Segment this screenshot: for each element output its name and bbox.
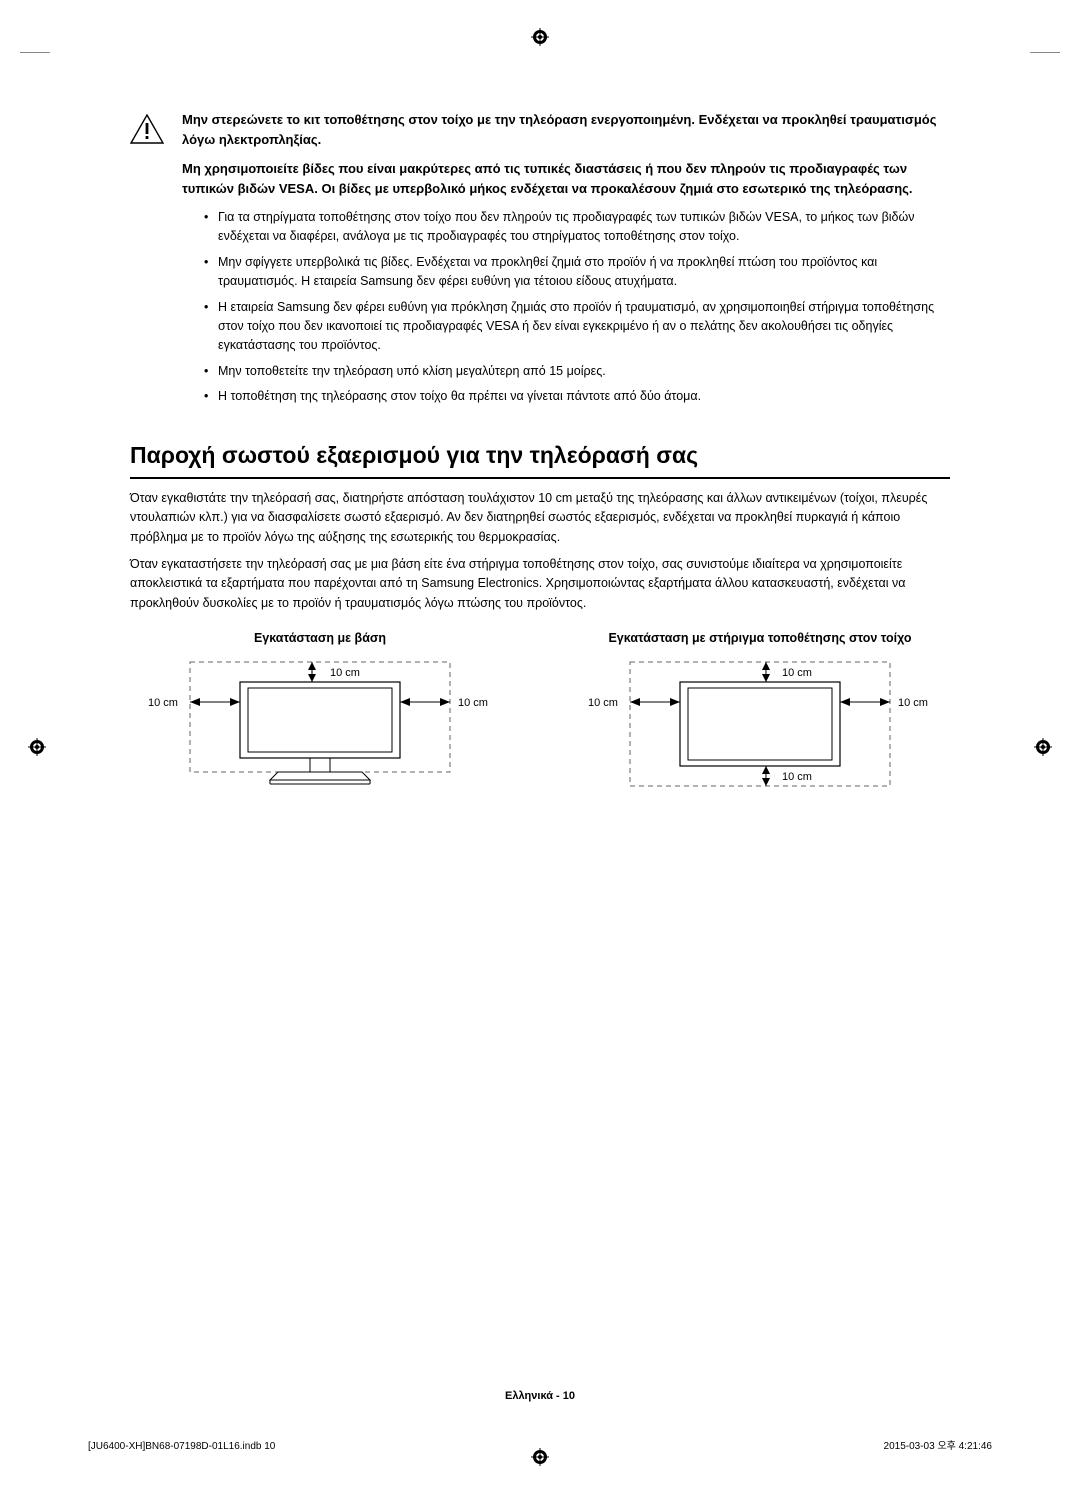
page-number: Ελληνικά - 10 [0, 1388, 1080, 1405]
tick-mark [1030, 52, 1060, 53]
bullet-item: Η τοποθέτηση της τηλεόρασης στον τοίχο θ… [204, 387, 950, 406]
page-content: Μην στερεώνετε το κιτ τοποθέτησης στον τ… [130, 110, 950, 809]
diagram-stand: Εγκατάσταση με βάση 10 cm [130, 629, 510, 809]
footer-timestamp: 2015-03-03 오후 4:21:46 [884, 1439, 992, 1454]
body-paragraph-2: Όταν εγκαταστήσετε την τηλεόρασή σας με … [130, 555, 950, 613]
body-paragraph-1: Όταν εγκαθιστάτε την τηλεόρασή σας, διατ… [130, 489, 950, 547]
footer-meta: [JU6400-XH]BN68-07198D-01L16.indb 10 201… [88, 1439, 992, 1454]
crop-mark-right [1034, 738, 1052, 756]
crop-mark-top [531, 28, 549, 46]
caution-icon [130, 114, 164, 424]
diagram-wall: Εγκατάσταση με στήριγμα τοποθέτησης στον… [570, 629, 950, 809]
bullet-item: Για τα στηρίγματα τοποθέτησης στον τοίχο… [204, 208, 950, 247]
warning-text-2: Μη χρησιμοποιείτε βίδες που είναι μακρύτ… [182, 159, 950, 198]
bullet-item: Μην τοποθετείτε την τηλεόραση υπό κλίση … [204, 362, 950, 381]
bullet-item: Η εταιρεία Samsung δεν φέρει ευθύνη για … [204, 298, 950, 356]
footer-file: [JU6400-XH]BN68-07198D-01L16.indb 10 [88, 1439, 275, 1454]
dim-label: 10 cm [898, 697, 928, 709]
dim-label: 10 cm [330, 667, 360, 679]
diagrams-row: Εγκατάσταση με βάση 10 cm [130, 629, 950, 809]
diagram-wall-title: Εγκατάσταση με στήριγμα τοποθέτησης στον… [570, 629, 950, 648]
tick-mark [20, 52, 50, 53]
dim-label: 10 cm [782, 771, 812, 783]
wall-diagram-svg: 10 cm 10 cm 10 cm 10 cm [570, 654, 950, 804]
crop-mark-left [28, 738, 46, 756]
dim-label: 10 cm [148, 697, 178, 709]
stand-diagram-svg: 10 cm 10 cm 10 cm [130, 654, 510, 804]
diagram-stand-title: Εγκατάσταση με βάση [130, 629, 510, 648]
dim-label: 10 cm [782, 667, 812, 679]
warning-block: Μην στερεώνετε το κιτ τοποθέτησης στον τ… [130, 110, 950, 424]
warning-text-1: Μην στερεώνετε το κιτ τοποθέτησης στον τ… [182, 110, 950, 149]
dim-label: 10 cm [458, 697, 488, 709]
section-heading: Παροχή σωστού εξαερισμού για την τηλεόρα… [130, 438, 950, 479]
warning-bullets: Για τα στηρίγματα τοποθέτησης στον τοίχο… [182, 208, 950, 406]
dim-label: 10 cm [588, 697, 618, 709]
bullet-item: Μην σφίγγετε υπερβολικά τις βίδες. Ενδέχ… [204, 253, 950, 292]
